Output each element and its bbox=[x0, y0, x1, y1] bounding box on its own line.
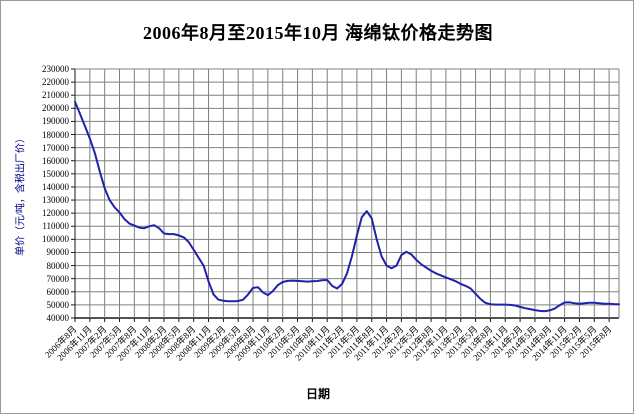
y-tick-label: 170000 bbox=[42, 142, 69, 153]
y-tick-label: 210000 bbox=[42, 90, 69, 101]
price-line bbox=[74, 100, 620, 313]
x-axis-title: 日期 bbox=[305, 387, 330, 401]
y-tick-label: 220000 bbox=[42, 77, 69, 88]
y-tick-label: 60000 bbox=[46, 286, 70, 297]
y-tick-label: 140000 bbox=[42, 181, 69, 192]
y-tick-label: 160000 bbox=[42, 155, 69, 166]
y-tick-label: 120000 bbox=[42, 208, 69, 219]
y-tick-label: 180000 bbox=[42, 129, 69, 140]
chart-title: 2006年8月至2015年10月 海绵钛价格走势图 bbox=[143, 23, 493, 43]
y-tick-label: 110000 bbox=[42, 221, 69, 232]
y-tick-label: 100000 bbox=[42, 234, 69, 245]
y-tick-label: 190000 bbox=[42, 116, 69, 127]
y-tick-label: 70000 bbox=[46, 273, 70, 284]
y-tick-label: 230000 bbox=[42, 64, 69, 74]
y-tick-label: 200000 bbox=[42, 103, 69, 114]
y-tick-label: 150000 bbox=[42, 168, 69, 179]
y-tick-label: 80000 bbox=[46, 260, 70, 271]
y-tick-label: 90000 bbox=[46, 247, 70, 258]
y-tick-label: 130000 bbox=[42, 195, 69, 206]
y-tick-label: 40000 bbox=[46, 313, 70, 323]
y-tick-label: 50000 bbox=[46, 299, 70, 310]
